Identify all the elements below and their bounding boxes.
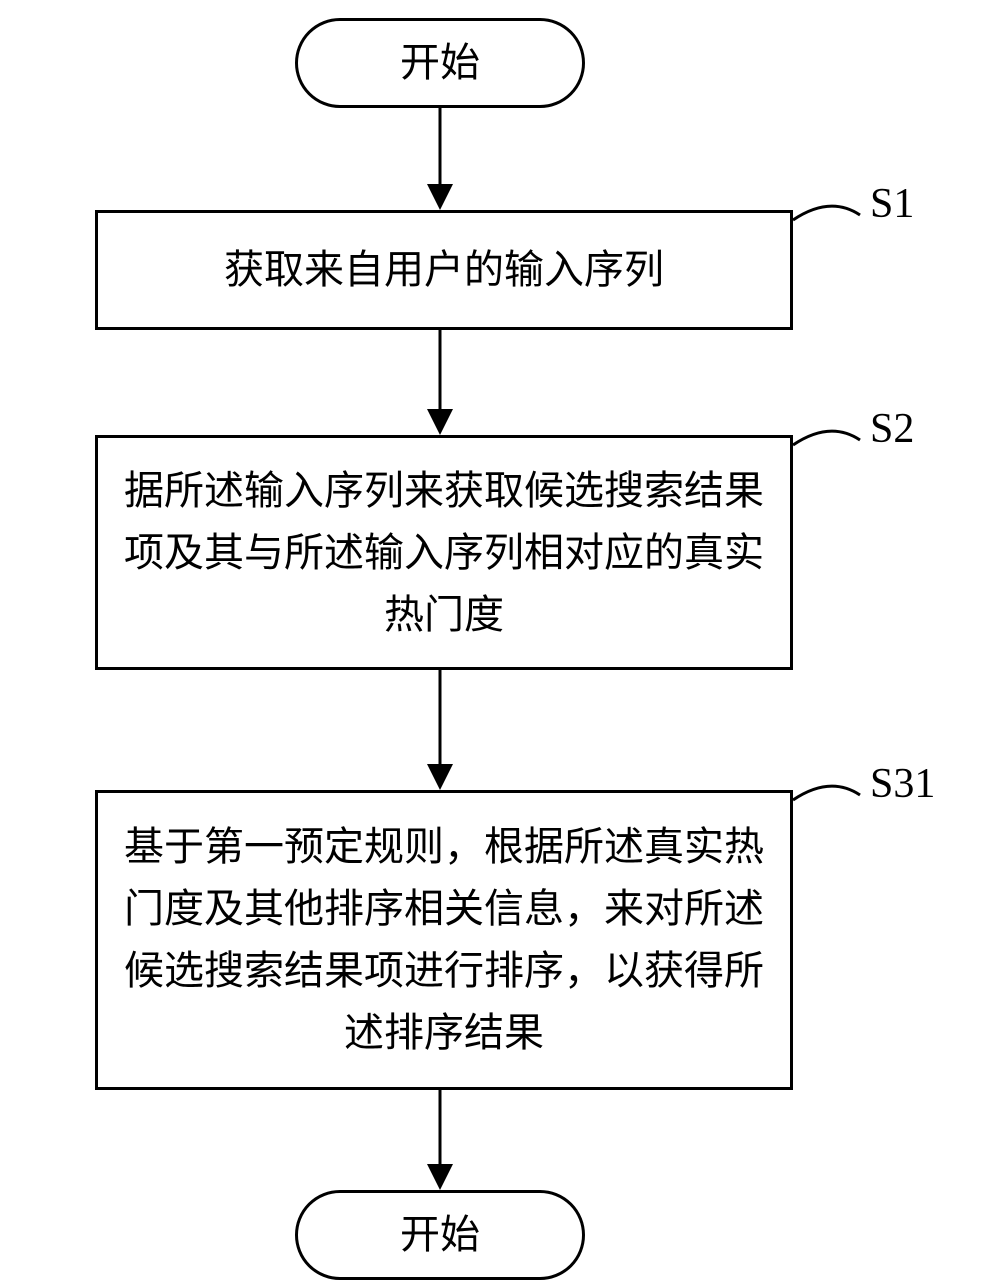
flow-arrow-head	[427, 409, 453, 435]
flow-arrow-head	[427, 184, 453, 210]
process-s2: 据所述输入序列来获取候选搜索结果项及其与所述输入序列相对应的真实热门度	[95, 435, 793, 670]
process-s2-text: 据所述输入序列来获取候选搜索结果项及其与所述输入序列相对应的真实热门度	[118, 460, 770, 646]
step-label-s2: S2	[870, 405, 914, 453]
flow-arrow-head	[427, 1164, 453, 1190]
process-s1: 获取来自用户的输入序列	[95, 210, 793, 330]
terminator-start-text: 开始	[400, 32, 480, 94]
label-leader-s2	[793, 431, 860, 445]
label-leader-s1	[793, 206, 860, 220]
flow-arrow-head	[427, 764, 453, 790]
terminator-end-text: 开始	[400, 1204, 480, 1266]
process-s31: 基于第一预定规则，根据所述真实热门度及其他排序相关信息，来对所述候选搜索结果项进…	[95, 790, 793, 1090]
process-s1-text: 获取来自用户的输入序列	[224, 239, 664, 301]
terminator-start: 开始	[295, 18, 585, 108]
label-leader-s31	[793, 786, 860, 800]
process-s31-text: 基于第一预定规则，根据所述真实热门度及其他排序相关信息，来对所述候选搜索结果项进…	[118, 816, 770, 1064]
terminator-end: 开始	[295, 1190, 585, 1280]
step-label-s1: S1	[870, 180, 914, 228]
step-label-s31: S31	[870, 760, 935, 808]
